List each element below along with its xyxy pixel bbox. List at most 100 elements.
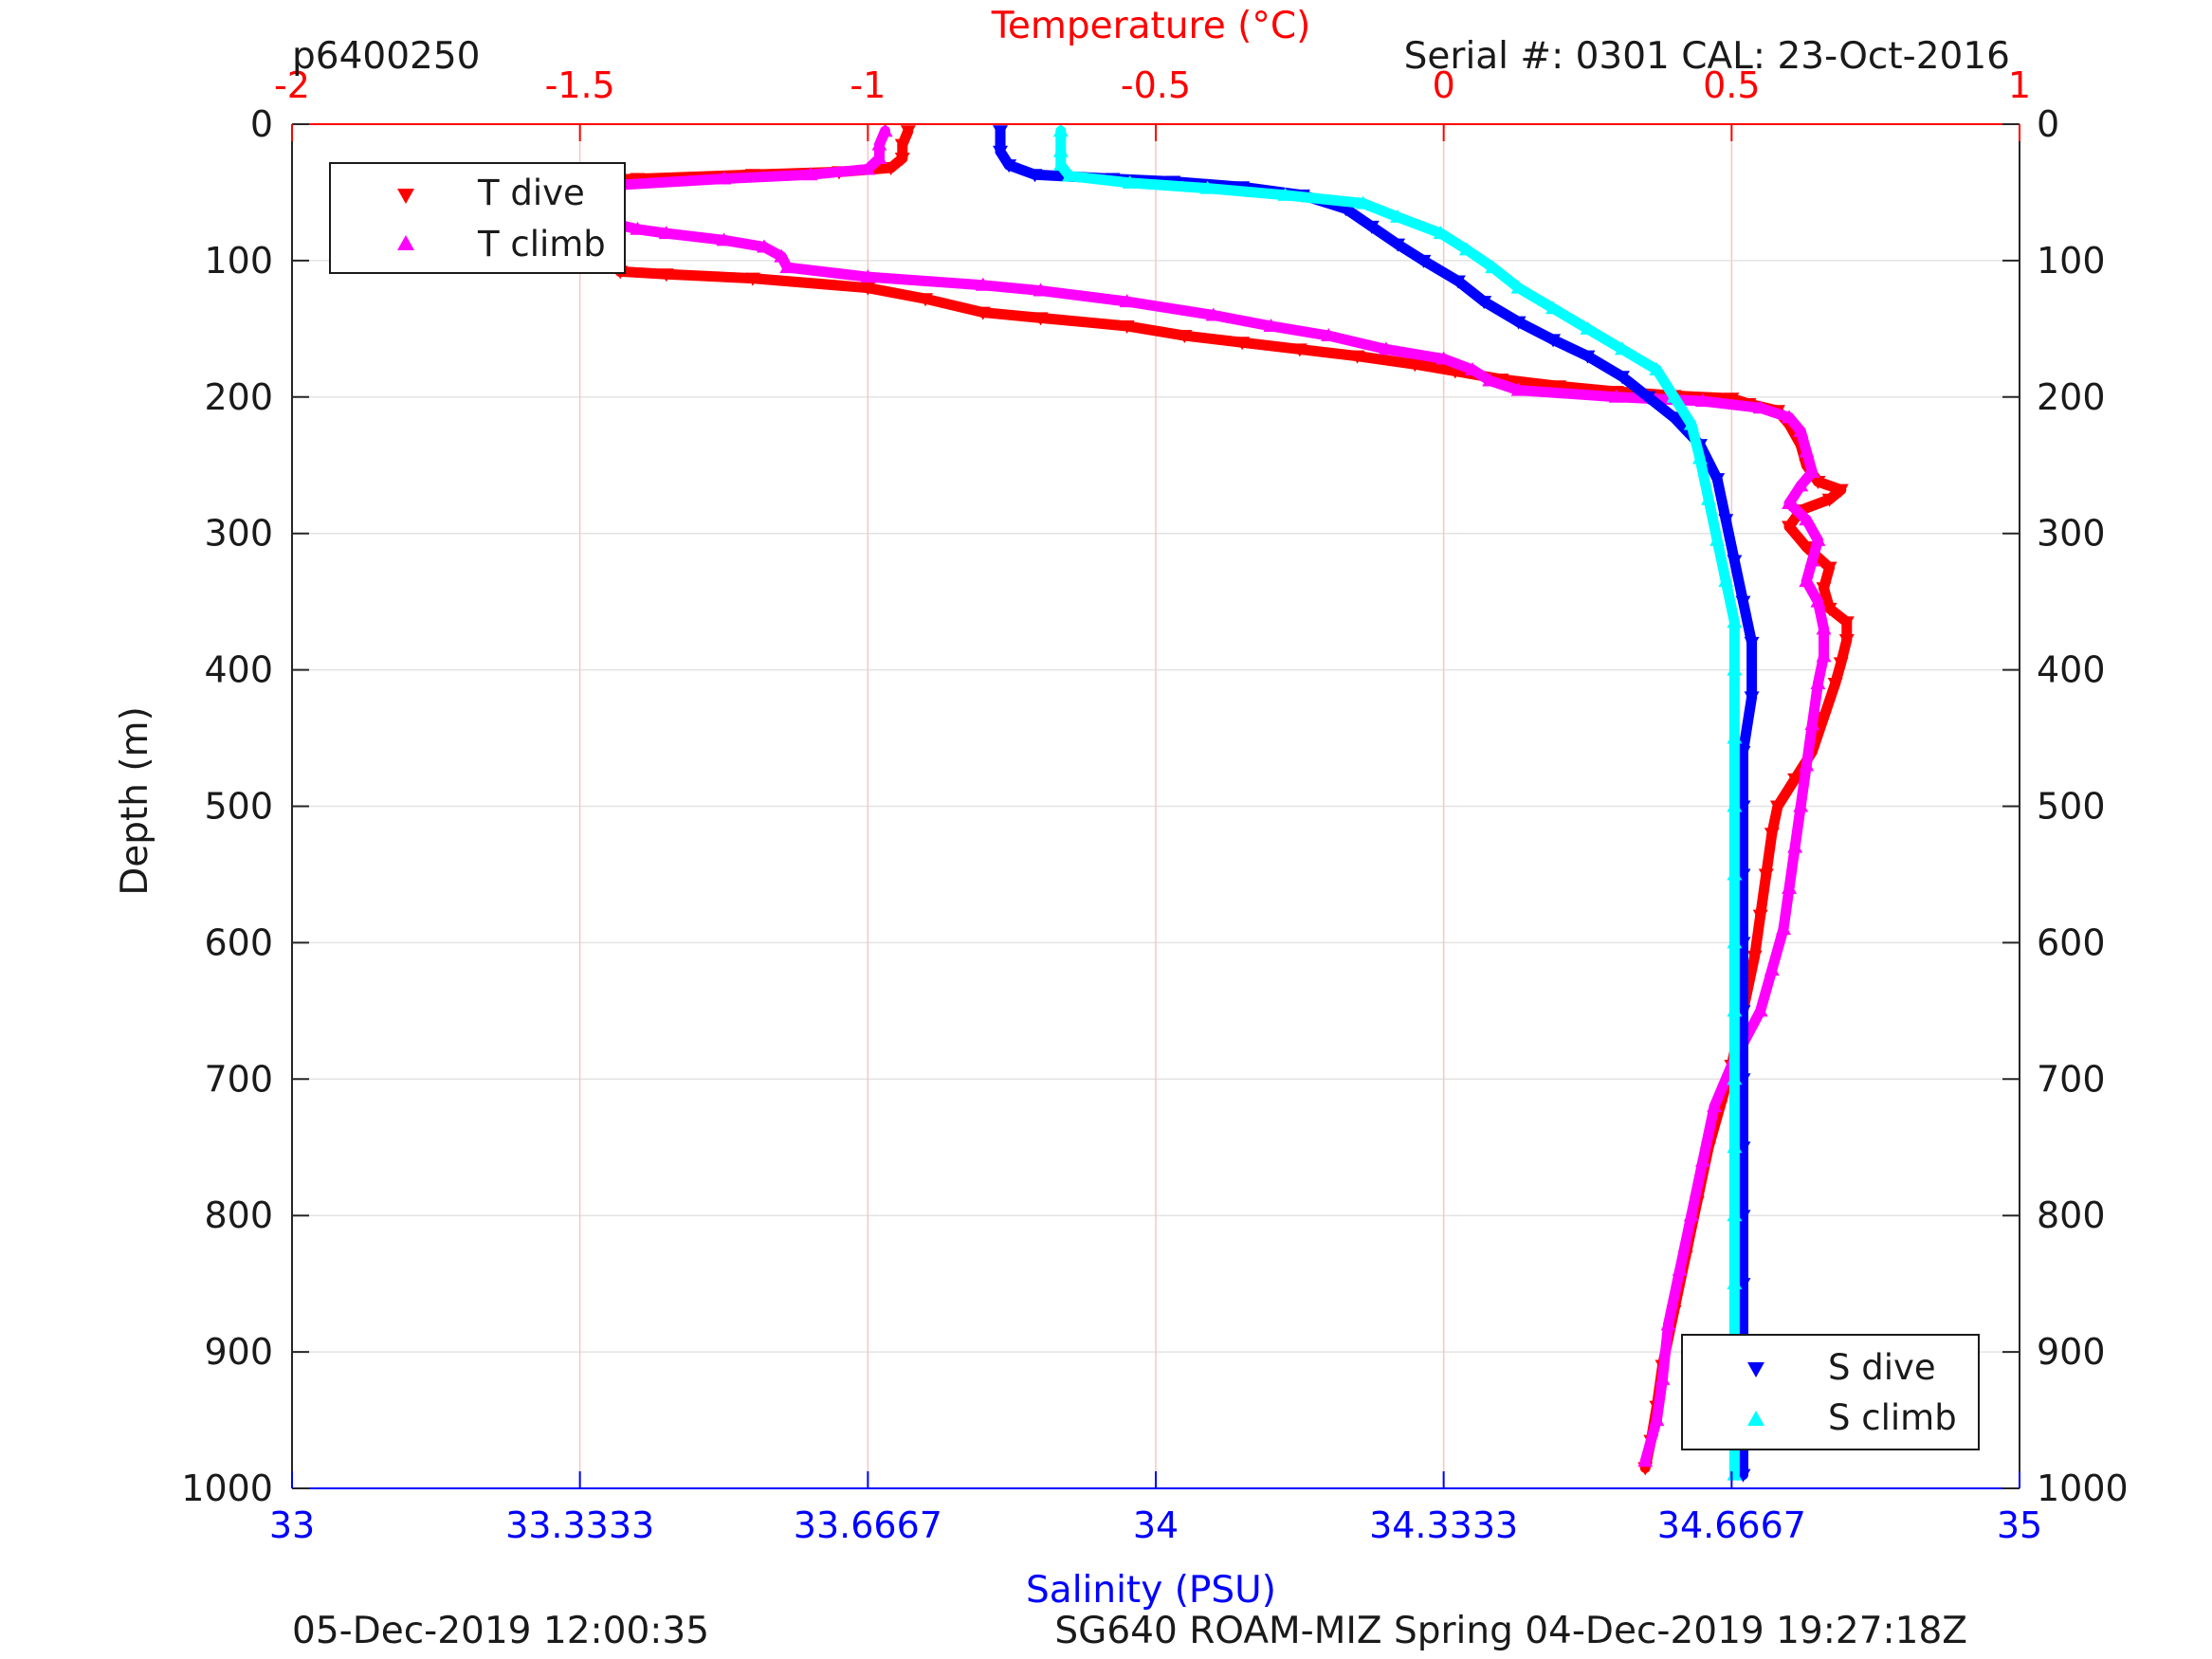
trace-s-dive-22 <box>1720 514 1740 566</box>
trace-t-climb-54 <box>1709 1060 1737 1112</box>
trace-t-dive-29 <box>1352 351 1420 370</box>
legend-label-t-climb: T climb <box>477 224 606 264</box>
temperature-tick-label-6: 1 <box>2008 64 2031 106</box>
trace-t-climb-51 <box>1766 923 1789 975</box>
legend-marker-s-climb <box>1747 1411 1764 1426</box>
legend-marker-t-climb <box>397 235 414 250</box>
trace-t-climb-61 <box>1639 1414 1662 1467</box>
salinity-tick-label-4: 34.3333 <box>1369 1504 1518 1546</box>
trace-s-dive-23 <box>1728 555 1748 608</box>
temperature-tick-label-5: 0.5 <box>1703 64 1760 106</box>
depth-tick-label-left-8: 800 <box>204 1194 273 1236</box>
trace-t-dive-32 <box>1495 374 1564 392</box>
trace-t-dive-21 <box>862 283 931 304</box>
series-layer <box>474 123 1855 1483</box>
legend-label-s-climb: S climb <box>1828 1397 1957 1438</box>
trace-s-climb-12 <box>1513 283 1559 314</box>
depth-tick-label-right-7: 700 <box>2037 1058 2106 1100</box>
trace-t-dive-22 <box>920 293 989 319</box>
trace-t-climb-3 <box>805 163 873 180</box>
trace-t-climb-20 <box>1122 296 1219 320</box>
depth-tick-label-left-10: 1000 <box>181 1468 273 1509</box>
trace-s-climb-13 <box>1547 302 1593 335</box>
legend-marker-t-dive <box>397 189 414 204</box>
trace-s-climb-19 <box>1694 453 1714 505</box>
salinity-tick-label-6: 35 <box>1997 1504 2042 1546</box>
legend-label-s-dive: S dive <box>1828 1347 1936 1388</box>
depth-tick-label-left-6: 600 <box>204 921 273 963</box>
salinity-tick-label-1: 33.3333 <box>505 1504 654 1546</box>
header-right-text: Serial #: 0301 CAL: 23-Oct-2016 <box>1404 35 2010 78</box>
trace-t-climb-24 <box>1380 343 1450 365</box>
temperature-axis-label: Temperature (°C) <box>991 5 1311 47</box>
depth-tick-label-right-2: 200 <box>2037 376 2106 418</box>
series-t-climb <box>555 123 1832 1468</box>
trace-t-climb-45 <box>1806 678 1823 730</box>
trace-t-climb-49 <box>1783 842 1801 894</box>
trace-t-climb-48 <box>1789 801 1806 853</box>
trace-s-climb-20 <box>1703 494 1723 546</box>
depth-tick-label-right-4: 400 <box>2037 649 2106 691</box>
trace-s-climb-18 <box>1686 419 1706 465</box>
depth-tick-label-right-10: 1000 <box>2037 1468 2129 1509</box>
depth-tick-label-right-0: 0 <box>2037 103 2059 145</box>
temperature-tick-label-4: 0 <box>1433 64 1455 106</box>
temperature-tick-label-1: -1.5 <box>545 64 615 106</box>
trace-s-climb-16 <box>1651 364 1680 403</box>
trace-t-climb-46 <box>1801 719 1818 771</box>
depth-tick-label-left-0: 0 <box>250 103 273 145</box>
trace-t-climb-47 <box>1795 759 1812 811</box>
trace-t-climb-17 <box>862 271 989 291</box>
depth-axis-label: Depth (m) <box>114 706 156 896</box>
trace-t-dive-27 <box>1236 337 1306 355</box>
depth-tick-label-left-5: 500 <box>204 786 273 828</box>
trace-t-climb-23 <box>1323 330 1392 355</box>
trace-s-climb-15 <box>1617 343 1662 375</box>
trace-t-climb-13 <box>719 234 770 253</box>
header-left-text: p6400250 <box>292 35 480 78</box>
trace-t-dive-26 <box>1179 330 1248 348</box>
trace-t-climb-21 <box>1208 309 1276 332</box>
footer-left-text: 05-Dec-2019 12:00:35 <box>292 1610 709 1652</box>
legend-marker-s-dive <box>1747 1362 1764 1377</box>
temperature-tick-label-3: -0.5 <box>1121 64 1191 106</box>
trace-t-dive-30 <box>1409 358 1461 376</box>
legend-label-t-dive: T dive <box>477 173 585 213</box>
trace-t-dive-25 <box>1122 320 1190 341</box>
depth-tick-label-left-1: 100 <box>204 240 273 282</box>
trace-s-climb-11 <box>1487 262 1525 294</box>
depth-tick-label-left-4: 400 <box>204 649 273 691</box>
salinity-axis-label: Salinity (PSU) <box>1026 1569 1276 1612</box>
depth-tick-label-right-8: 800 <box>2037 1194 2106 1236</box>
trace-t-dive-19 <box>661 268 759 284</box>
trace-s-climb-5 <box>1202 183 1291 201</box>
trace-t-dive-61 <box>1749 910 1766 962</box>
salinity-tick-label-3: 34 <box>1133 1504 1179 1546</box>
trace-s-dive-26 <box>1737 691 1758 757</box>
trace-t-climb-50 <box>1778 883 1795 935</box>
legend-temperature: T dive T climb <box>329 162 626 274</box>
trace-t-climb-22 <box>1265 320 1334 341</box>
trace-t-climb-16 <box>781 262 873 283</box>
trace-t-climb-59 <box>1656 1319 1674 1385</box>
trace-t-dive-28 <box>1294 343 1363 362</box>
trace-t-climb-5 <box>603 173 729 191</box>
trace-s-climb-7 <box>1358 197 1403 223</box>
trace-s-climb-10 <box>1461 244 1498 273</box>
trace-t-climb-57 <box>1674 1210 1697 1276</box>
trace-t-climb-58 <box>1663 1265 1686 1330</box>
depth-tick-label-left-9: 900 <box>204 1331 273 1373</box>
depth-tick-label-left-7: 700 <box>204 1058 273 1100</box>
trace-t-dive-33 <box>1553 380 1622 397</box>
trace-t-climb-19 <box>1035 285 1133 307</box>
depth-tick-label-right-6: 600 <box>2037 921 2106 963</box>
trace-t-climb-4 <box>719 169 816 185</box>
trace-t-dive-24 <box>1035 312 1133 332</box>
salinity-tick-label-2: 33.6667 <box>794 1504 942 1546</box>
trace-t-climb-18 <box>978 280 1047 297</box>
trace-s-climb-8 <box>1392 211 1447 239</box>
depth-tick-label-right-3: 300 <box>2037 513 2106 555</box>
tick-layer: 0 0 100 100 200 200 300 300 400 400 500 500 600 600 70… <box>181 64 2128 1546</box>
